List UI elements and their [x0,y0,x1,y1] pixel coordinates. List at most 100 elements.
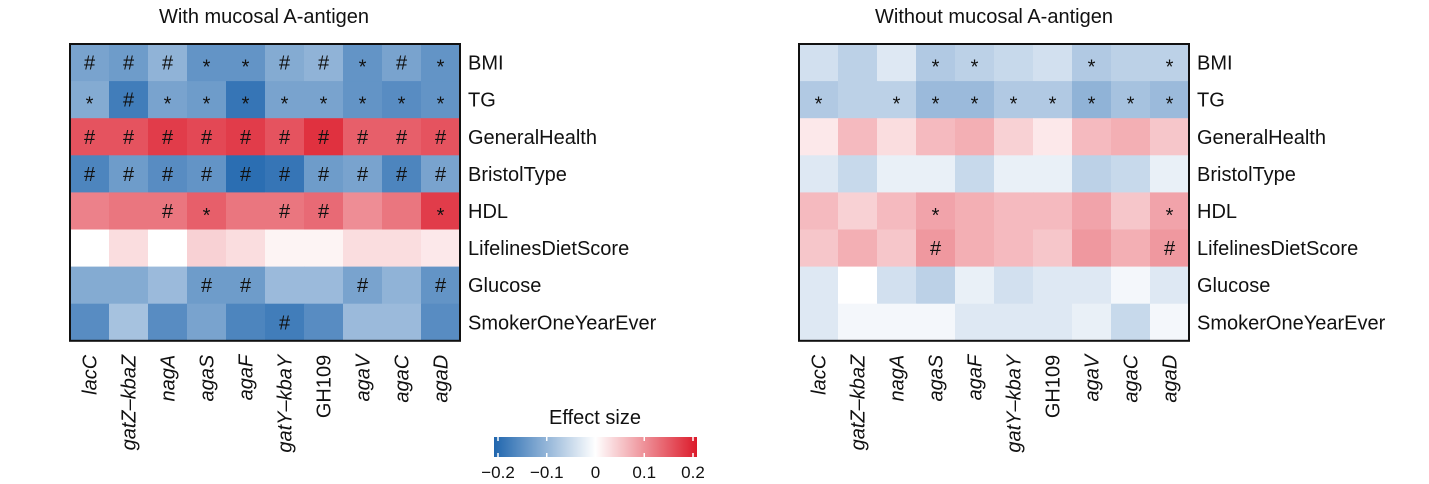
heatmap-cell [421,229,461,268]
heatmap-cell [1111,44,1151,82]
heatmap-cell [1072,118,1112,156]
heatmap-cell [1072,192,1112,230]
heatmap-cell [838,155,878,193]
significance-hash: # [123,127,135,149]
heatmap-cell [799,44,839,82]
panel-title: Without mucosal A-antigen [875,6,1113,28]
heatmap-cell [421,192,461,230]
heatmap-cell [877,266,917,305]
column-label: agaD [431,355,453,403]
heatmap-cell [877,155,917,193]
significance-hash: # [84,127,96,149]
row-label: SmokerOneYearEver [468,312,657,334]
heatmap-border [798,43,1190,342]
significance-star: * [1166,94,1174,116]
panel-title: With mucosal A-antigen [159,6,369,28]
heatmap-cell [148,81,188,119]
heatmap-cell [1111,303,1151,342]
heatmap-cell [799,118,839,156]
column-label: gatY–kbaY [275,353,297,453]
heatmap-cell [382,303,422,342]
significance-hash: # [435,164,447,186]
heatmap-cell [265,155,305,193]
heatmap-cell [1111,155,1151,193]
row-label: Glucose [1197,275,1270,297]
significance-hash: # [279,53,291,75]
heatmap-cell [838,44,878,82]
colorbar-tick-label: 0 [591,463,600,482]
heatmap-cell [187,266,227,305]
significance-star: * [359,94,367,116]
colorbar-tick-label: −0.1 [530,463,564,482]
heatmap-cell [421,118,461,156]
heatmap-cell [382,155,422,193]
heatmap-cell [304,155,344,193]
significance-hash: # [318,53,330,75]
heatmap-cell [1111,229,1151,268]
column-label: nagA [887,355,909,402]
column-label: agaC [1121,354,1143,402]
heatmap-cell [955,155,995,193]
heatmap-cell [265,118,305,156]
heatmap-cell [1150,44,1190,82]
heatmap-cell [226,303,266,342]
significance-hash: # [162,164,174,186]
column-label: nagA [158,355,180,402]
heatmap-cell [343,303,383,342]
heatmap-cell [916,81,956,119]
column-label: gatZ–kbaZ [848,354,870,450]
significance-star: * [932,94,940,116]
heatmap-cell [916,155,956,193]
heatmap-cell [148,303,188,342]
heatmap-cell [304,303,344,342]
row-label: HDL [468,201,508,223]
significance-star: * [164,94,172,116]
heatmap-cell [226,192,266,230]
heatmap-cell [187,81,227,119]
row-label: SmokerOneYearEver [1197,312,1386,334]
heatmap-cell [1111,118,1151,156]
heatmap-cell [304,266,344,305]
heatmap-cell [70,155,110,193]
significance-hash: # [162,201,174,223]
heatmap-cell [994,266,1034,305]
significance-hash: # [318,164,330,186]
heatmap-cell [1150,229,1190,268]
heatmap-cell [343,81,383,119]
heatmap-cell [265,229,305,268]
heatmap-cell [421,303,461,342]
heatmap-cell [70,303,110,342]
heatmap-cell [955,266,995,305]
heatmap-cell [994,44,1034,82]
heatmap-cell [304,229,344,268]
heatmap-cell [226,118,266,156]
significance-hash: # [357,164,369,186]
significance-hash: # [240,275,252,297]
significance-hash: # [123,164,135,186]
heatmap-cell [1150,266,1190,305]
significance-hash: # [123,53,135,75]
heatmap-cell [187,155,227,193]
heatmap-cell [109,303,149,342]
heatmap-cell [148,44,188,82]
row-label: GeneralHealth [468,127,597,149]
heatmap-cell [1111,192,1151,230]
significance-star: * [86,94,94,116]
heatmap-cell [1072,155,1112,193]
colorbar-tick-label: −0.2 [481,463,515,482]
heatmap-cell [838,229,878,268]
significance-hash: # [123,90,135,112]
row-label: HDL [1197,201,1237,223]
heatmap-cell [877,192,917,230]
heatmap-cell [265,44,305,82]
significance-hash: # [930,238,942,260]
heatmap-cell [1072,44,1112,82]
heatmap-cell [916,118,956,156]
colorbar-gradient [494,437,697,457]
heatmap-cell [916,229,956,268]
heatmap-cell [304,44,344,82]
heatmap-cell [877,44,917,82]
heatmap-cell [916,192,956,230]
heatmap-cell [70,266,110,305]
